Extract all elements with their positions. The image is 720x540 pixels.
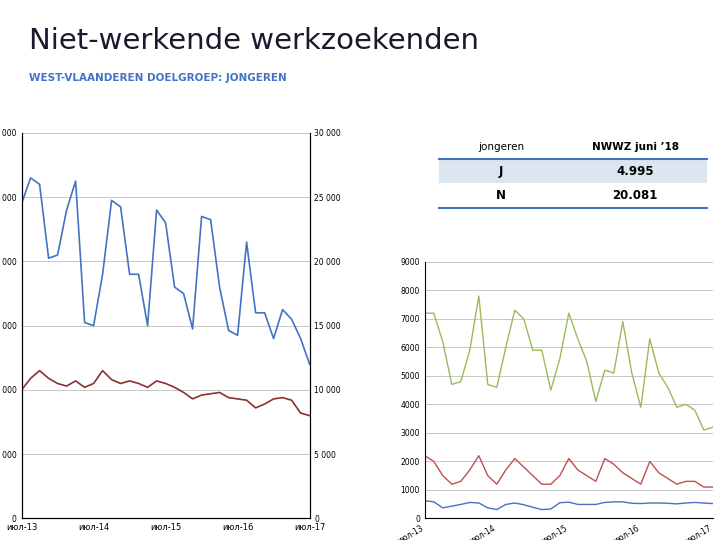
Bar: [439, 159, 707, 184]
Text: samen sterk voor werk: samen sterk voor werk: [579, 66, 660, 72]
Text: Niet-werkende werkzoekenden: Niet-werkende werkzoekenden: [29, 26, 479, 55]
Text: N: N: [496, 189, 506, 202]
Text: NWWZ juni ’18: NWWZ juni ’18: [592, 142, 678, 152]
Text: WEST-VLAANDEREN DOELGROEP: JONGEREN: WEST-VLAANDEREN DOELGROEP: JONGEREN: [29, 73, 287, 83]
Text: J: J: [499, 165, 503, 178]
Text: 4.995: 4.995: [616, 165, 654, 178]
Bar: [439, 134, 707, 159]
Text: VDAB: VDAB: [587, 26, 652, 47]
Bar: [439, 184, 707, 208]
Text: jongeren: jongeren: [478, 142, 524, 152]
Text: 20.081: 20.081: [612, 189, 658, 202]
